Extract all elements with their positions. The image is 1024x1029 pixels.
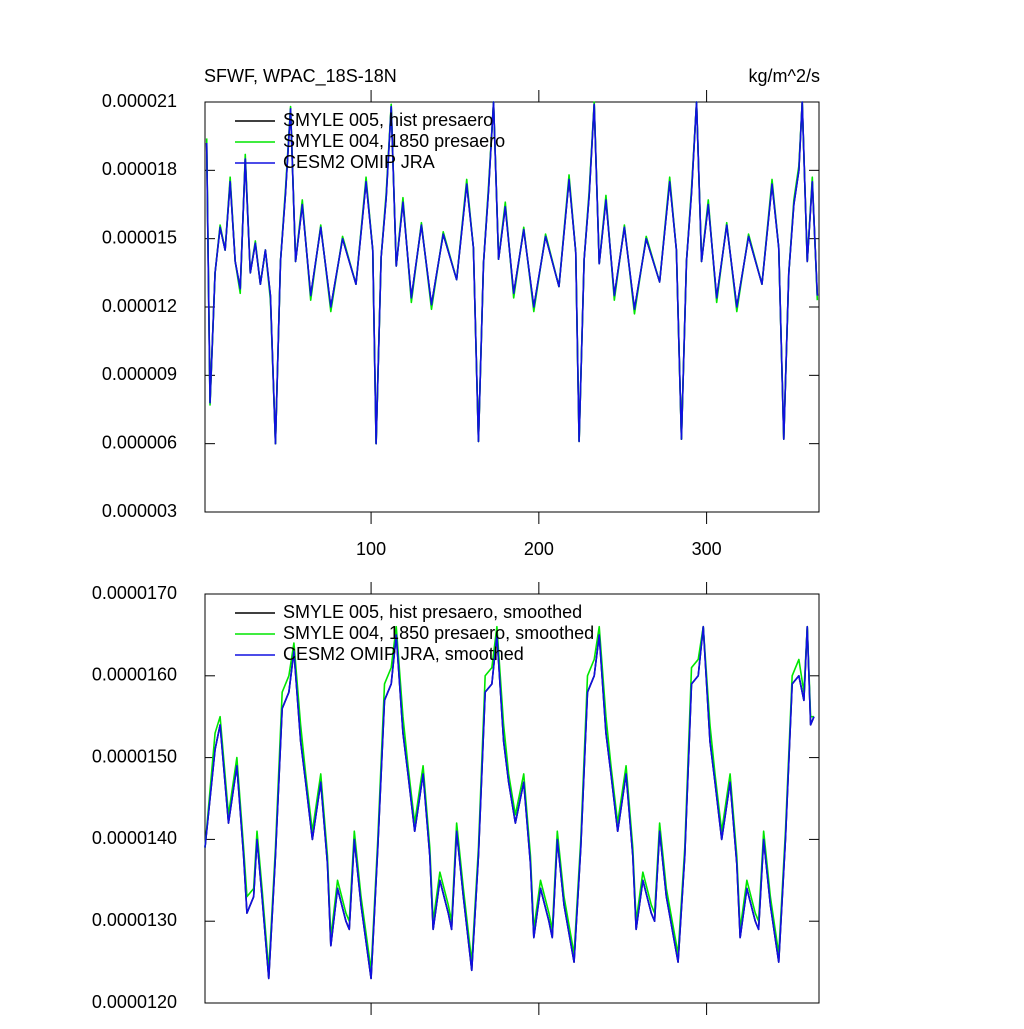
- legend-label: SMYLE 004, 1850 presaero, smoothed: [283, 623, 594, 643]
- legend-label: SMYLE 005, hist presaero, smoothed: [283, 602, 582, 622]
- x-tick-label: 200: [524, 539, 554, 559]
- legend-label: CESM2 OMIP JRA: [283, 152, 435, 172]
- y-tick-label: 0.0000170: [92, 583, 177, 603]
- plot-frame: [204, 593, 820, 1004]
- legend-label: SMYLE 004, 1850 presaero: [283, 131, 505, 151]
- legend-label: CESM2 OMIP JRA, smoothed: [283, 644, 524, 664]
- y-tick-label: 0.000003: [102, 501, 177, 521]
- x-tick-label: 300: [692, 539, 722, 559]
- y-tick-label: 0.000012: [102, 296, 177, 316]
- legend-label: SMYLE 005, hist presaero: [283, 110, 493, 130]
- series-line: [204, 625, 814, 972]
- y-tick-label: 0.0000120: [92, 992, 177, 1012]
- x-tick-label: 100: [356, 539, 386, 559]
- y-tick-label: 0.000018: [102, 159, 177, 179]
- y-tick-label: 0.0000140: [92, 828, 177, 848]
- units-label: kg/m^2/s: [749, 66, 820, 86]
- series-line: [204, 625, 815, 980]
- y-tick-label: 0.000015: [102, 227, 177, 247]
- y-tick-label: 0.0000130: [92, 910, 177, 930]
- y-tick-label: 0.000006: [102, 432, 177, 452]
- series-line: [205, 101, 819, 445]
- y-tick-label: 0.000009: [102, 364, 177, 384]
- y-tick-label: 0.000021: [102, 91, 177, 111]
- y-tick-label: 0.0000150: [92, 746, 177, 766]
- chart-title: SFWF, WPAC_18S-18N: [204, 66, 397, 87]
- y-tick-label: 0.0000160: [92, 665, 177, 685]
